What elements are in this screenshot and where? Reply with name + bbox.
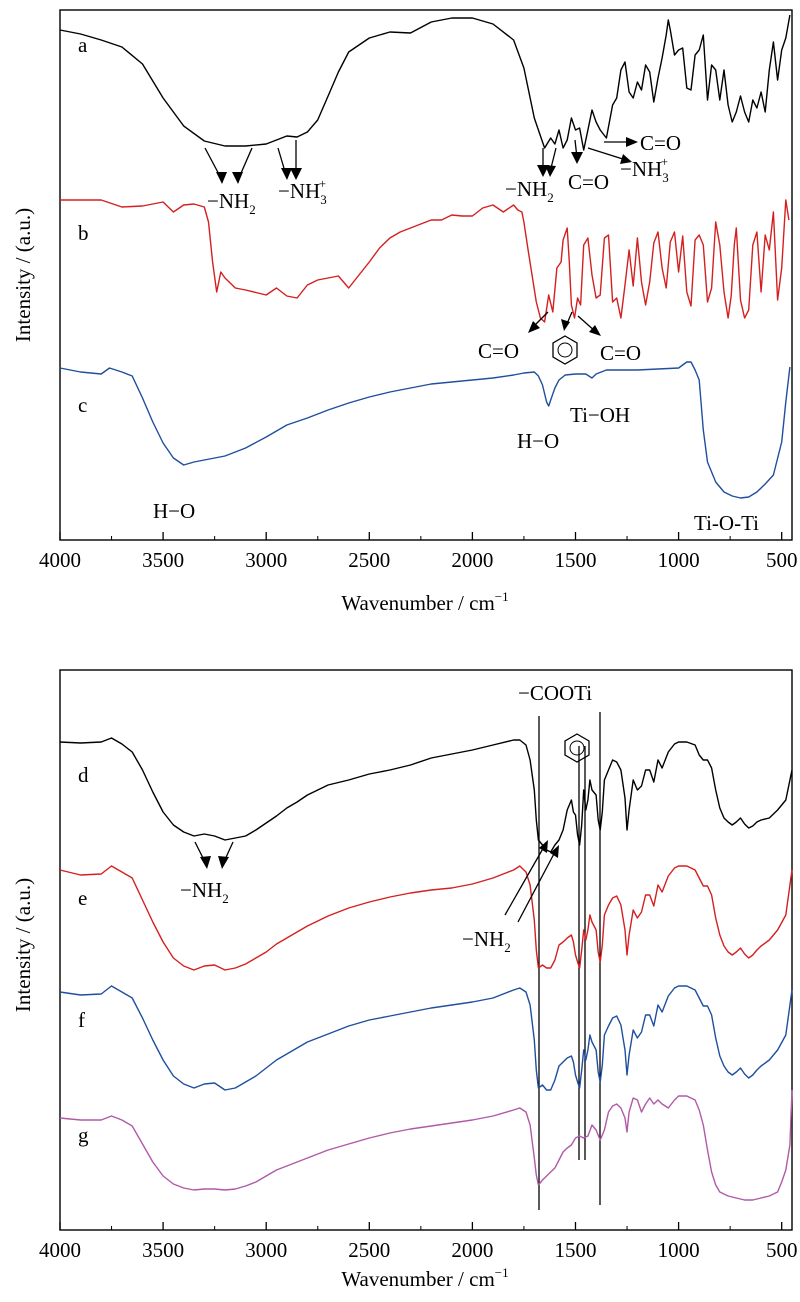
top-x-tick-label-2500: 2500 bbox=[348, 548, 390, 572]
annotation-benzene-d bbox=[564, 733, 590, 763]
top-x-tick-label-3500: 3500 bbox=[142, 548, 184, 572]
svg-text:−NH2: −NH2 bbox=[505, 177, 554, 205]
series-label-c: c bbox=[78, 393, 87, 417]
svg-text:C=O: C=O bbox=[568, 170, 609, 194]
series-line-g bbox=[59, 1089, 793, 1201]
benzene-ring-icon bbox=[564, 733, 590, 763]
top-x-tick-label-3000: 3000 bbox=[245, 548, 287, 572]
top-x-tick-label-4000: 4000 bbox=[39, 548, 81, 572]
bottom-x-tick-label-4000: 4000 bbox=[39, 1238, 81, 1262]
annotation-ho-c-1640: H−O bbox=[517, 429, 559, 453]
bottom-x-ticks: 4000 3500 3000 2500 2000 1500 1000 500 bbox=[39, 1222, 797, 1262]
svg-text:C=O: C=O bbox=[600, 341, 641, 365]
annotation-nh2-b: −NH2 bbox=[505, 147, 557, 205]
bottom-panel: 4000 3500 3000 2500 2000 1500 1000 500 d e f g … bbox=[11, 669, 797, 1291]
bottom-x-tick-label-2500: 2500 bbox=[348, 1238, 390, 1262]
series-label-b: b bbox=[78, 221, 89, 245]
top-panel: 4000 3500 3000 2500 2000 1500 1000 500 a b c −N… bbox=[11, 9, 797, 615]
series-label-e: e bbox=[78, 886, 87, 910]
series-label-a: a bbox=[78, 33, 88, 57]
top-x-axis-title: Wavenumber / cm−1 bbox=[341, 589, 508, 615]
top-x-tick-label-1500: 1500 bbox=[554, 548, 596, 572]
annotation-co-a2: C=O bbox=[604, 131, 681, 155]
annotation-co-b2: C=O bbox=[577, 315, 641, 365]
annotation-nh2-a: −NH2 bbox=[204, 147, 256, 217]
svg-text:−NH3+: −NH3+ bbox=[620, 154, 669, 185]
series-label-f: f bbox=[78, 1008, 85, 1032]
bottom-series-lines bbox=[59, 737, 793, 1201]
top-plot-frame bbox=[59, 9, 793, 541]
svg-text:C=O: C=O bbox=[478, 339, 519, 363]
series-line-c bbox=[59, 361, 791, 499]
bottom-x-tick-label-1000: 1000 bbox=[658, 1238, 700, 1262]
series-label-d: d bbox=[78, 763, 89, 787]
bottom-x-tick-label-1500: 1500 bbox=[554, 1238, 596, 1262]
series-line-e bbox=[59, 865, 793, 971]
top-x-ticks: 4000 3500 3000 2500 2000 1500 1000 500 bbox=[39, 532, 797, 572]
svg-text:−NH3+: −NH3+ bbox=[278, 176, 327, 207]
svg-text:−NH2: −NH2 bbox=[462, 927, 511, 955]
bottom-plot-frame bbox=[59, 669, 793, 1231]
annotation-nh3-b: −NH3+ bbox=[587, 147, 669, 185]
annotation-ho-c-3400: H−O bbox=[153, 499, 195, 523]
top-series-lines bbox=[59, 14, 791, 499]
annotation-co-b1: C=O bbox=[478, 311, 549, 363]
series-label-g: g bbox=[78, 1123, 89, 1147]
series-line-b bbox=[60, 199, 790, 323]
bottom-x-tick-label-2000: 2000 bbox=[451, 1238, 493, 1262]
annotation-tioh: Ti−OH bbox=[570, 403, 630, 427]
annotation-tioti: Ti-O-Ti bbox=[694, 511, 759, 535]
bottom-x-axis-title: Wavenumber / cm−1 bbox=[341, 1265, 508, 1291]
top-y-axis-title: Intensity / (a.u.) bbox=[11, 208, 35, 342]
annotation-benzene-b bbox=[552, 311, 578, 365]
series-line-a bbox=[59, 14, 791, 151]
annotation-co-a1: C=O bbox=[568, 139, 609, 194]
top-x-tick-label-500: 500 bbox=[766, 548, 798, 572]
bottom-x-tick-label-500: 500 bbox=[766, 1238, 798, 1262]
series-line-f bbox=[59, 985, 793, 1091]
annotation-coo-ti: −COOTi bbox=[518, 681, 592, 705]
annotation-nh3-a: −NH3+ bbox=[277, 140, 327, 207]
annotation-nh2-e: −NH2 bbox=[462, 840, 559, 955]
bottom-x-tick-label-3000: 3000 bbox=[245, 1238, 287, 1262]
svg-text:C=O: C=O bbox=[640, 131, 681, 155]
annotation-nh2-d: −NH2 bbox=[180, 841, 234, 906]
series-line-d bbox=[59, 737, 793, 853]
benzene-ring-icon bbox=[552, 335, 578, 365]
bottom-x-tick-label-3500: 3500 bbox=[142, 1238, 184, 1262]
svg-text:−NH2: −NH2 bbox=[180, 878, 229, 906]
top-x-tick-label-1000: 1000 bbox=[658, 548, 700, 572]
top-x-tick-label-2000: 2000 bbox=[451, 548, 493, 572]
bottom-y-axis-title: Intensity / (a.u.) bbox=[11, 878, 35, 1012]
svg-text:−NH2: −NH2 bbox=[207, 189, 256, 217]
